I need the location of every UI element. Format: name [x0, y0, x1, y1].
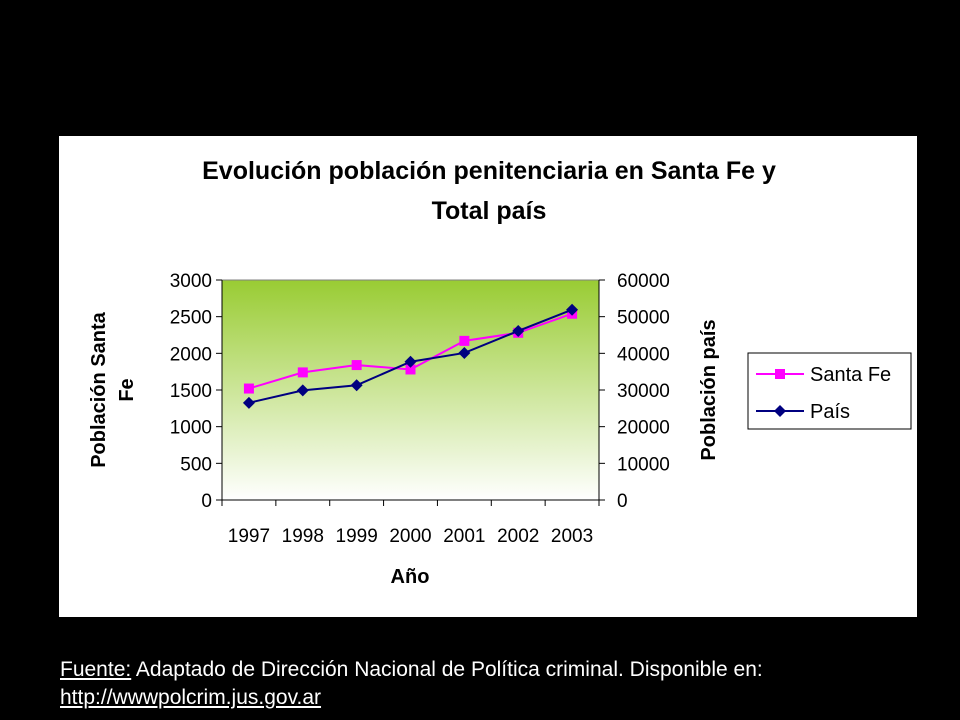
x-tick-label: 2002 [497, 526, 539, 547]
left-tick-label: 3000 [170, 271, 212, 292]
x-axis: 1997 1998 1999 2000 2001 2002 2003 [221, 499, 600, 547]
data-point-pais [296, 384, 309, 397]
y-left-label-line1: Población Santa [88, 311, 110, 467]
chart-title-line2: Total país [432, 197, 547, 225]
x-tick-label: 1999 [336, 526, 378, 547]
data-point-pais [350, 379, 363, 392]
right-tick-label: 0 [617, 491, 628, 512]
legend-marker-santa-fe [775, 369, 785, 379]
data-point-santa-fe [243, 383, 254, 394]
left-tick-label: 0 [201, 491, 212, 512]
chart-panel: Evolución población penitenciaria en San… [59, 136, 917, 617]
x-tick-label: 2001 [443, 526, 485, 547]
data-point-santa-fe [405, 364, 416, 375]
source-link[interactable]: http://wwwpolcrim.jus.gov.ar [60, 686, 322, 709]
x-tick-label: 2003 [551, 526, 593, 547]
source-label: Fuente: [60, 658, 132, 681]
data-point-santa-fe [351, 360, 362, 371]
y-left-label-line2: Fe [116, 378, 138, 401]
source-text: Adaptado de Dirección Nacional de Políti… [131, 658, 763, 681]
data-point-pais [242, 396, 255, 409]
x-tick-label: 1997 [228, 526, 270, 547]
right-tick-label: 60000 [617, 271, 670, 292]
left-tick-label: 1500 [170, 381, 212, 402]
left-tick-label: 500 [180, 454, 212, 475]
left-tick-label: 2500 [170, 308, 212, 329]
data-point-pais [458, 346, 471, 359]
legend-label-santa-fe: Santa Fe [810, 364, 891, 386]
x-axis-label: Año [391, 566, 430, 588]
left-tick-label: 1000 [170, 418, 212, 439]
legend-box [747, 352, 912, 430]
data-point-pais [404, 355, 417, 368]
data-point-pais [566, 303, 579, 316]
x-tick-label: 1998 [282, 526, 324, 547]
data-point-santa-fe [459, 335, 470, 346]
left-tick-label: 2000 [170, 344, 212, 365]
data-point-pais [512, 324, 525, 337]
right-tick-label: 10000 [617, 454, 670, 475]
plot-area [221, 279, 600, 501]
right-tick-label: 50000 [617, 308, 670, 329]
right-axis: 0 10000 20000 30000 40000 50000 60000 [598, 271, 670, 512]
right-tick-label: 20000 [617, 418, 670, 439]
series-layer [242, 303, 579, 409]
legend-label-pais: País [810, 401, 850, 423]
right-tick-label: 30000 [617, 381, 670, 402]
right-tick-label: 40000 [617, 344, 670, 365]
chart-title-line1: Evolución población penitenciaria en San… [202, 157, 776, 185]
legend: Santa Fe País [747, 352, 912, 430]
chart: Evolución población penitenciaria en San… [88, 157, 912, 588]
legend-marker-pais [774, 405, 786, 417]
y-right-label: Población país [698, 319, 720, 460]
left-axis: 0 500 1000 1500 2000 2500 3000 [170, 271, 223, 512]
x-tick-label: 2000 [389, 526, 431, 547]
data-point-santa-fe [297, 367, 308, 378]
source-footer: Fuente: Adaptado de Dirección Nacional d… [60, 656, 920, 712]
